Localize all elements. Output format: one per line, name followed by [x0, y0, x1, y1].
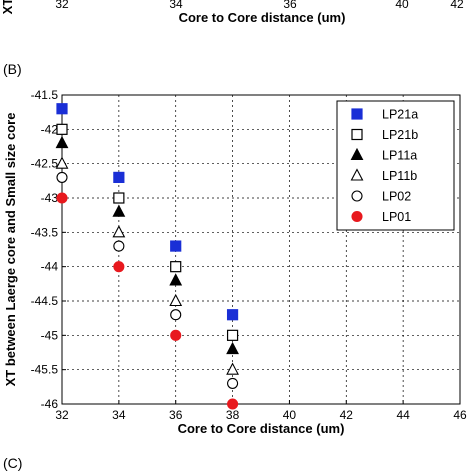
y-tick-label: -46 — [41, 397, 59, 411]
x-tick-label: 42 — [340, 408, 354, 422]
data-point — [113, 192, 125, 204]
legend: LP21a LP21b LP11a LP11b LP02 LP01 — [336, 100, 455, 231]
data-point — [112, 204, 126, 217]
data-point — [226, 341, 239, 355]
data-point — [56, 123, 68, 135]
series-lp21a — [56, 103, 239, 321]
data-point — [227, 398, 239, 410]
data-point — [56, 171, 68, 183]
legend-label: LP21a — [382, 108, 418, 122]
legend-label: LP11b — [382, 169, 417, 183]
y-tick-label: -43.5 — [31, 225, 59, 239]
series-lp11b — [55, 156, 239, 375]
legend-item: LP21b — [351, 128, 418, 142]
data-point — [112, 225, 126, 238]
series-lp11a — [55, 135, 239, 355]
data-point — [226, 329, 239, 341]
data-point — [169, 293, 183, 307]
legend-item: LP11b — [350, 168, 417, 183]
plot-frame — [61, 94, 461, 405]
data-point — [55, 135, 69, 149]
x-tick-label: 38 — [226, 408, 240, 422]
y-tick-label: -44 — [41, 260, 59, 274]
legend-item: LP11a — [350, 147, 417, 163]
legend-label: LP21b — [382, 128, 418, 142]
legend-box — [336, 100, 455, 231]
x-axis-label: Core to Core distance (um) — [178, 421, 345, 436]
top-ylabel-fragment: XT — [0, 0, 15, 14]
data-point — [170, 329, 182, 341]
data-point — [113, 240, 125, 252]
top-xlabel: Core to Core distance (um) — [179, 10, 346, 25]
legend-label: LP01 — [382, 210, 411, 224]
top-tick-label: 36 — [283, 0, 297, 11]
top-tick-label: 32 — [55, 0, 69, 11]
data-points — [55, 103, 239, 410]
panel-c-label: (C) — [3, 455, 22, 471]
x-tick-label: 32 — [55, 408, 69, 422]
y-tick-label: -45.5 — [31, 363, 59, 377]
x-tick-labels: 32 34 36 38 40 42 44 46 — [55, 400, 467, 422]
y-axis-label: XT between Laerge core and Small size co… — [3, 113, 18, 387]
top-tick-labels: 32 34 36 40 42 — [55, 0, 464, 11]
y-tick-label: -44.5 — [31, 294, 59, 308]
x-tick-label: 36 — [169, 408, 183, 422]
data-point — [170, 240, 182, 252]
legend-item: LP02 — [351, 190, 411, 204]
x-tick-label: 44 — [396, 408, 410, 422]
data-point — [226, 362, 239, 375]
legend-marker — [350, 147, 364, 161]
y-tick-label: -43 — [41, 191, 59, 205]
x-tick-label: 40 — [283, 408, 297, 422]
legend-marker — [350, 168, 364, 181]
legend-marker — [351, 210, 363, 223]
legend-label: LP02 — [382, 190, 411, 204]
legend-marker — [351, 128, 363, 141]
series-lp02 — [56, 171, 239, 389]
data-point — [113, 171, 125, 183]
legend-item: LP21a — [351, 108, 418, 122]
data-point — [56, 192, 68, 204]
legend-marker — [351, 190, 363, 202]
x-tick-label: 46 — [453, 408, 467, 422]
y-tick-labels: -41.5 -42 -42.5 -43 -43.5 -44 -44.5 -45 -45.5 -46 — [31, 88, 66, 411]
series-lp21b — [56, 123, 239, 341]
data-point — [226, 309, 239, 321]
data-point — [169, 273, 183, 286]
data-point — [227, 377, 239, 389]
data-point — [170, 261, 182, 273]
data-point — [113, 261, 125, 273]
data-point — [170, 309, 182, 321]
legend-item: LP01 — [351, 210, 411, 224]
y-tick-label: -41.5 — [31, 88, 59, 102]
series-lp01 — [56, 192, 239, 410]
top-tick-label: 42 — [450, 0, 464, 11]
top-tick-label: 40 — [395, 0, 409, 11]
top-tick-label: 34 — [169, 0, 183, 11]
x-tick-label: 34 — [112, 408, 126, 422]
y-tick-label: -45 — [41, 328, 59, 342]
y-tick-label: -42 — [41, 122, 59, 136]
legend-marker — [351, 108, 363, 120]
data-point — [55, 156, 69, 169]
panel-b-label: (B) — [3, 61, 22, 77]
y-tick-label: -42.5 — [31, 157, 59, 171]
data-point — [56, 103, 68, 115]
legend-label: LP11a — [382, 149, 417, 163]
